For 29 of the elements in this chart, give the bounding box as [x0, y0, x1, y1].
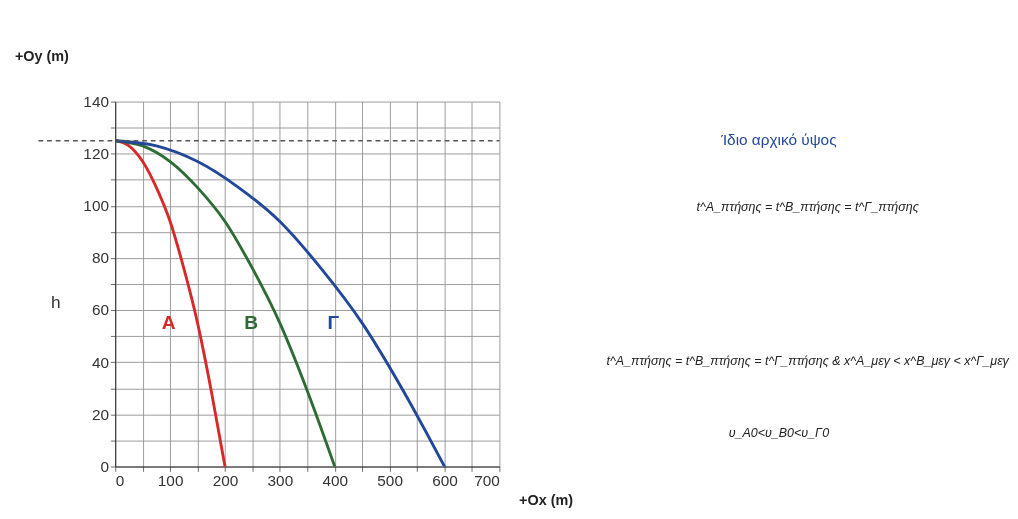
y-tick-label: 140: [83, 92, 109, 110]
ref-line-label: h: [50, 292, 61, 313]
y-tick-label: 100: [83, 197, 109, 215]
series-label: B: [244, 311, 258, 333]
y-axis-title: +Oy (m): [14, 47, 70, 64]
text: t^A_πτήσης = t^B_πτήσης = t^Γ_πτήσης & x^A_μεγ < x^B_μεγ < x^Γ_μεγ: [606, 353, 1010, 368]
y-tick-label: 0: [100, 457, 109, 475]
y-tick-label: 80: [91, 249, 109, 267]
x-tick-label: 700: [474, 472, 500, 490]
line-series: [115, 139, 446, 467]
x-tick-label: 500: [377, 472, 403, 490]
x-tick-label: 300: [267, 472, 294, 490]
y-tick-label: 20: [91, 405, 109, 423]
x-tick-label: 400: [322, 472, 349, 490]
y-tick-label: 40: [91, 353, 109, 371]
x-tick-label: 100: [157, 472, 184, 490]
x-tick-label: 200: [212, 472, 239, 490]
y-tick-label: 60: [91, 301, 109, 319]
y-tick-label: 120: [83, 145, 109, 163]
x-axis-title: +Ox (m): [519, 492, 574, 509]
x-tick-label: 0: [115, 472, 125, 490]
line-series: [115, 139, 227, 467]
text: t^A_πτήσης = t^B_πτήσης = t^Γ_πτήσης: [696, 200, 920, 215]
line-series: [115, 139, 337, 467]
x-tick-label: 600: [432, 472, 458, 490]
text: Ίδιο αρχικό ύψος: [720, 130, 837, 148]
series-label: Γ: [327, 311, 340, 333]
series-label: A: [161, 311, 176, 333]
text: υ_A0<υ_B0<υ_Γ0: [728, 425, 830, 440]
